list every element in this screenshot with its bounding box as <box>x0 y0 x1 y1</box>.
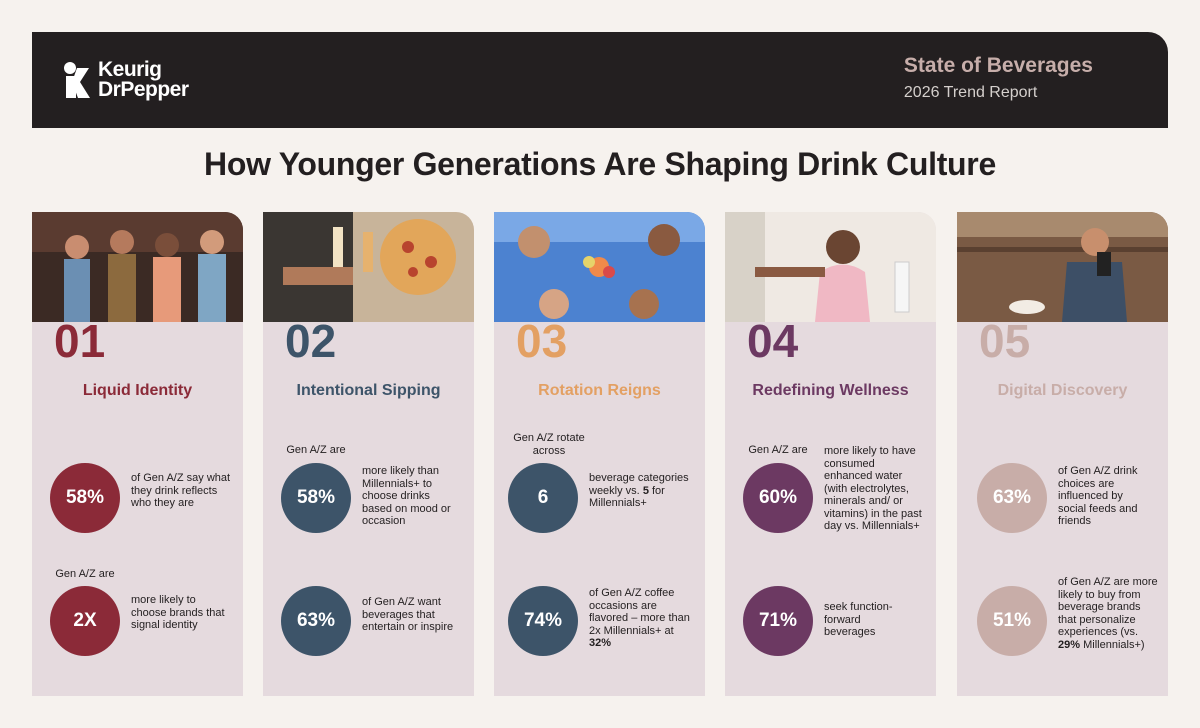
page-title: How Younger Generations Are Shaping Drin… <box>204 146 996 182</box>
stat-prefix: Gen A/Z are <box>748 444 808 456</box>
logo-line-1: Keurig <box>98 58 162 81</box>
trend-card-3: 03 Rotation Reigns Gen A/Z rotate across… <box>494 212 705 696</box>
stat-text: Millennials+) <box>1083 638 1145 651</box>
trend-photo-friends-drinking <box>32 212 243 322</box>
trend-title: Intentional Sipping <box>296 382 441 399</box>
stat-circle: 2X <box>50 586 120 656</box>
stat-emphasis: 29% <box>1058 638 1081 651</box>
logo-mark-icon <box>62 60 92 100</box>
stat-description: of Gen A/Z want beverages that entertain… <box>362 596 454 633</box>
stat-prefix: Gen A/Z are <box>55 568 115 580</box>
stat-circle: 6 <box>508 463 578 533</box>
stat-circle: 58% <box>50 463 120 533</box>
trend-title: Redefining Wellness <box>752 382 909 399</box>
stat-text: of Gen A/Z coffee occasions are flavored… <box>589 587 690 637</box>
report-title: State of Beverages <box>903 54 1093 77</box>
report-subtitle: 2026 Trend Report <box>903 84 1038 101</box>
trend-title: Liquid Identity <box>82 382 193 399</box>
trend-title: Rotation Reigns <box>538 382 661 399</box>
stat-description: more likely to choose brands that signal… <box>131 594 225 631</box>
stat-circle: 60% <box>743 463 813 533</box>
trend-card-5: 05 Digital Discovery 63% of Gen A/Z drin… <box>957 212 1168 696</box>
trend-card-1: 01 Liquid Identity 58% of Gen A/Z say wh… <box>32 212 243 696</box>
stat-description: of Gen A/Z drink choices are influenced … <box>1058 465 1138 527</box>
stat-emphasis: 32% <box>589 637 612 649</box>
stat-description: more likely to have consumed enhanced wa… <box>824 445 922 532</box>
logo-line-2: DrPepper <box>98 78 189 101</box>
stat-emphasis: 5 <box>642 484 649 497</box>
trend-number: 05 <box>979 315 1031 367</box>
stat-circle: 74% <box>508 586 578 656</box>
trend-photo-barista-filming <box>957 212 1168 322</box>
trend-photo-pizza-toast <box>263 212 474 322</box>
stat-circle: 58% <box>281 463 351 533</box>
stat-text: beverage categories weekly vs. <box>589 472 689 497</box>
trend-photo-cheers-sky <box>494 212 705 322</box>
trend-number: 04 <box>747 315 799 367</box>
logo-wordmark: Keurig DrPepper <box>98 58 189 101</box>
trend-number: 01 <box>54 315 106 367</box>
stat-description: of Gen A/Z coffee occasions are flavored… <box>589 587 694 650</box>
trend-card-2: 02 Intentional Sipping Gen A/Z are 58% m… <box>263 212 474 696</box>
stat-description: beverage categories weekly vs. 5 for Mil… <box>589 472 689 510</box>
report-heading: State of Beverages 2026 Trend Report <box>904 54 1093 102</box>
stat-text: for Millennials+ <box>589 484 665 510</box>
stat-prefix: Gen A/Z rotate across <box>513 432 585 457</box>
stat-circle: 63% <box>977 463 1047 533</box>
stat-description: seek function-forward beverages <box>824 601 893 638</box>
trend-card-4: 04 Redefining Wellness Gen A/Z are 60% m… <box>725 212 936 696</box>
stat-circle: 51% <box>977 586 1047 656</box>
trend-photo-wellness-woman <box>725 212 936 322</box>
stat-description: of Gen A/Z say what they drink reflects … <box>131 472 231 509</box>
trend-number: 03 <box>516 315 568 367</box>
stat-description: of Gen A/Z are more likely to buy from b… <box>1058 576 1158 651</box>
brand-logo: Keurig DrPepper <box>62 58 189 101</box>
trend-title: Digital Discovery <box>997 382 1128 399</box>
stat-prefix: Gen A/Z are <box>286 444 346 456</box>
stat-description: more likely than Millennials+ to choose … <box>362 465 451 527</box>
stat-text: of Gen A/Z are more likely to buy from b… <box>1058 576 1158 638</box>
stat-circle: 63% <box>281 586 351 656</box>
header-banner: Keurig DrPepper State of Beverages 2026 … <box>32 32 1168 128</box>
trend-number: 02 <box>285 315 337 367</box>
stat-circle: 71% <box>743 586 813 656</box>
